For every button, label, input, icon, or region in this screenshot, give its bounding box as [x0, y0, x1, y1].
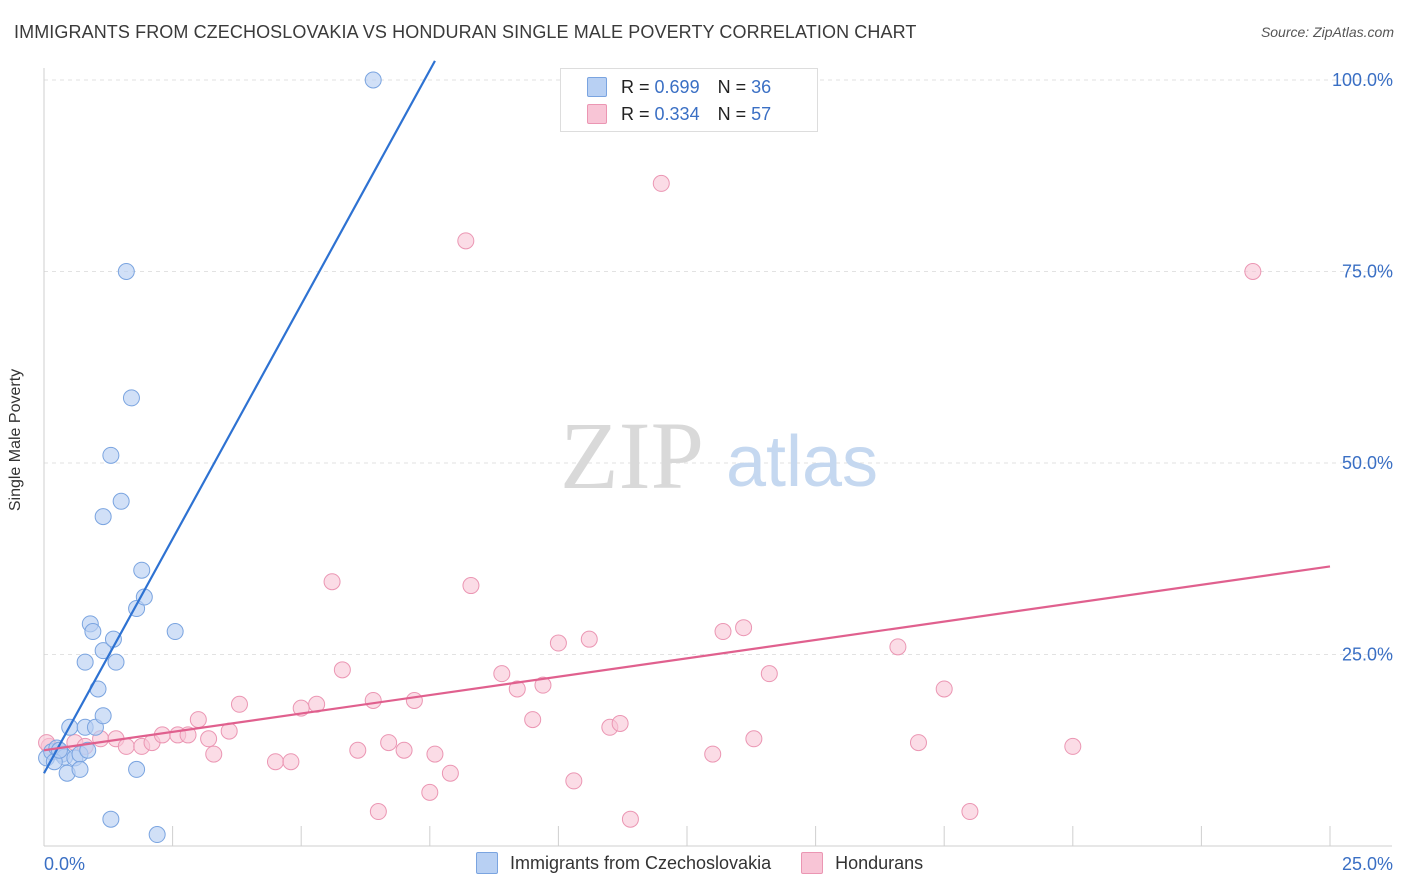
r-value: 0.699 [654, 76, 700, 97]
honduran-point [580, 630, 598, 648]
legend-label: Hondurans [835, 852, 924, 873]
legend-item-hondurans[interactable]: Hondurans [801, 852, 923, 874]
honduran-point [405, 691, 423, 709]
n-value: 36 [751, 76, 772, 97]
grid-lines [44, 79, 1392, 655]
source-note: Source: ZipAtlas.com [1260, 24, 1394, 40]
r-label: R = [621, 103, 650, 124]
y-tick-label: 100.0% [1332, 70, 1393, 90]
honduran-point [426, 745, 444, 763]
honduran-point [735, 619, 753, 637]
honduran-point [189, 711, 207, 729]
chart-title: IMMIGRANTS FROM CZECHOSLOVAKIA VS HONDUR… [14, 22, 917, 42]
czechoslovakia-trend-line [43, 60, 436, 774]
honduran-point [230, 695, 248, 713]
n-label: N = [717, 76, 747, 97]
czechoslovakia-point [84, 623, 102, 641]
honduran-point [282, 753, 300, 771]
blue-swatch-icon [587, 77, 607, 97]
czechoslovakia-point [102, 446, 120, 464]
honduran-point [611, 714, 629, 732]
honduran-point [369, 803, 387, 821]
legend-series: Immigrants from Czechoslovakia Hondurans [476, 852, 953, 874]
czechoslovakia-point [94, 508, 112, 526]
honduran-point [889, 638, 907, 656]
honduran-point [1064, 737, 1082, 755]
czechoslovakia-point [107, 653, 125, 671]
honduran-point [508, 680, 526, 698]
honduran-point [704, 745, 722, 763]
czechoslovakia-points [38, 71, 382, 844]
watermark: ZIP atlas [560, 402, 878, 509]
y-axis-label: Single Male Poverty [7, 368, 24, 512]
trend-lines [43, 60, 1331, 774]
x-tick-label: 0.0% [44, 854, 85, 874]
honduran-point [441, 764, 459, 782]
honduran-point [462, 577, 480, 595]
honduran-point [1244, 263, 1262, 280]
honduran-point [565, 772, 583, 790]
honduran-point [205, 745, 223, 763]
legend-row-hondurans: R = 0.334 N = 57 [587, 103, 771, 125]
legend-row-czechoslovakia: R = 0.699 N = 36 [587, 76, 771, 98]
czechoslovakia-point [166, 623, 184, 641]
honduran-point [323, 573, 341, 591]
honduran-point [349, 741, 367, 759]
blue-swatch-icon [476, 852, 498, 874]
honduran-point [117, 737, 135, 755]
r-value: 0.334 [654, 103, 700, 124]
honduran-point [909, 734, 927, 752]
honduran-point [266, 753, 284, 771]
honduran-point [714, 623, 732, 641]
czechoslovakia-point [117, 263, 135, 280]
axes [43, 68, 1392, 847]
pink-swatch-icon [801, 852, 824, 874]
honduran-point [534, 676, 552, 694]
honduran-point [493, 665, 511, 683]
honduran-point [200, 730, 218, 748]
honduran-point [457, 232, 475, 250]
x-tick-label: 25.0% [1342, 854, 1393, 874]
honduran-point [760, 665, 778, 683]
czechoslovakia-point [133, 561, 151, 579]
honduran-point [364, 691, 382, 709]
honduran-point [421, 783, 439, 801]
n-value: 57 [751, 103, 772, 124]
watermark-zip: ZIP [560, 402, 704, 509]
honduran-point [395, 741, 413, 759]
y-tick-label: 75.0% [1342, 262, 1393, 282]
honduran-point [652, 174, 670, 192]
czechoslovakia-point [79, 741, 97, 759]
czechoslovakia-point [148, 826, 166, 844]
czechoslovakia-point [94, 707, 112, 725]
honduran-point [380, 734, 398, 752]
honduran-point [524, 711, 542, 729]
y-tick-label: 50.0% [1342, 453, 1393, 473]
honduran-point [745, 730, 763, 748]
czechoslovakia-point [112, 492, 130, 510]
czechoslovakia-point [122, 389, 140, 407]
r-label: R = [621, 76, 650, 97]
czechoslovakia-point [364, 71, 382, 89]
pink-swatch-icon [587, 104, 607, 124]
hondurans-trend-line [43, 565, 1331, 752]
honduran-point [935, 680, 953, 698]
honduran-point [621, 810, 639, 828]
legend-stats: R = 0.699 N = 36 R = 0.334 N = 57 [560, 68, 818, 132]
y-tick-label: 25.0% [1342, 645, 1393, 665]
watermark-atlas: atlas [726, 422, 878, 502]
czechoslovakia-point [71, 760, 89, 778]
tick-labels: 25.0% 50.0% 75.0% 100.0% 0.0% 25.0% [44, 70, 1393, 874]
n-label: N = [717, 103, 747, 124]
honduran-point [333, 661, 351, 679]
czechoslovakia-point [128, 760, 146, 778]
honduran-point [549, 634, 567, 652]
legend-label: Immigrants from Czechoslovakia [510, 852, 772, 873]
czechoslovakia-point [76, 653, 94, 671]
czechoslovakia-point [102, 810, 120, 828]
honduran-point [961, 803, 979, 821]
legend-item-czechoslovakia[interactable]: Immigrants from Czechoslovakia [476, 852, 771, 874]
